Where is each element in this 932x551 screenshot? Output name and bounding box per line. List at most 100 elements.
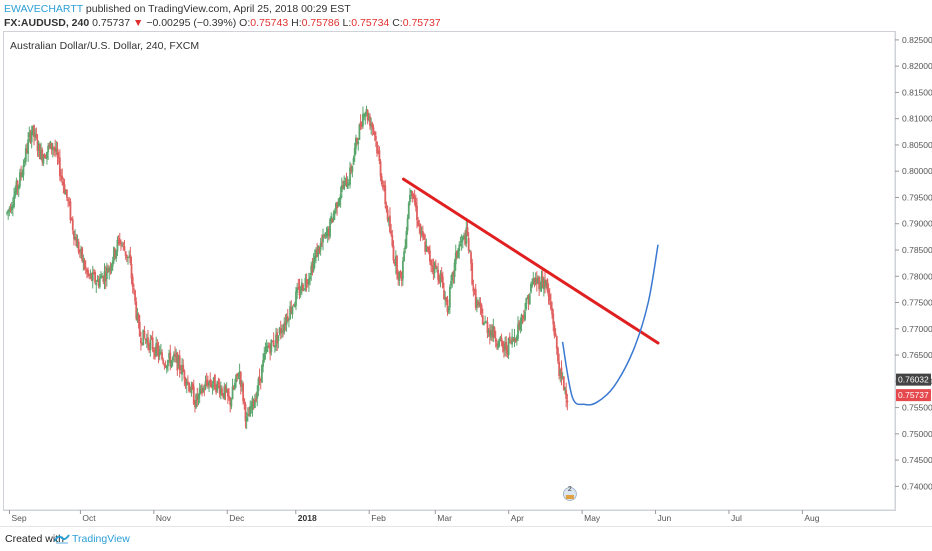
price-tag-last: 0.75737 <box>898 390 929 400</box>
candle-body <box>481 315 484 325</box>
candle-body <box>232 387 235 389</box>
candle-body <box>533 277 536 285</box>
x-tick-label: Feb <box>371 513 386 523</box>
candle-body <box>71 219 74 231</box>
price-chart[interactable]: 0.82500 0.82000 0.81500 0.81000 0.80500 0.800… <box>0 0 932 526</box>
candle-body <box>386 209 389 220</box>
candle-body <box>192 386 195 405</box>
candle-body <box>545 280 548 287</box>
candle-body <box>459 244 462 247</box>
tradingview-brand-link[interactable]: TradingView <box>72 533 130 545</box>
candle-body <box>438 277 441 283</box>
candle-body <box>472 286 475 292</box>
candle-body <box>205 379 208 383</box>
candle-body <box>135 301 138 319</box>
candle-body <box>142 329 145 346</box>
candle-body <box>6 212 8 214</box>
last-price: 0.75737 <box>92 17 131 29</box>
candle-body <box>163 365 166 367</box>
candle-body <box>327 228 330 236</box>
candle-body <box>504 343 506 350</box>
candle-body <box>385 205 388 210</box>
candle-body <box>534 278 537 283</box>
candle-body <box>448 286 451 308</box>
y-tick-label: 0.80000 <box>902 166 932 176</box>
candle-body <box>47 145 50 153</box>
x-tick-label: Jul <box>731 513 742 523</box>
candle-body <box>396 256 398 275</box>
candle-body <box>89 273 92 275</box>
chart-pane[interactable] <box>3 31 896 511</box>
candle-body <box>370 124 373 127</box>
candle-body <box>127 256 129 259</box>
candle-body <box>55 148 58 152</box>
candle-body <box>177 356 180 369</box>
candle-body <box>305 279 308 284</box>
candle-body <box>337 203 340 206</box>
candle-body <box>546 279 549 291</box>
candle-body <box>78 251 81 253</box>
candle-body <box>493 327 496 338</box>
candle-body <box>167 360 169 367</box>
candle-body <box>34 133 37 138</box>
author-link[interactable]: EWAVECHARTT <box>4 3 83 15</box>
candle-body <box>11 205 14 209</box>
candle-body <box>468 250 471 252</box>
candle-body <box>117 238 120 240</box>
candle-body <box>155 343 158 356</box>
candle-body <box>547 289 550 297</box>
candle-body <box>68 201 71 203</box>
candle-body <box>323 236 326 238</box>
event-count: 2 <box>568 486 572 493</box>
candle-body <box>344 177 347 179</box>
projection-curve <box>561 244 659 406</box>
candle-body <box>24 148 27 162</box>
x-tick-label: Jun <box>658 513 672 523</box>
candle-body <box>113 247 115 261</box>
candle-body <box>326 228 329 237</box>
candle-body <box>244 404 247 422</box>
candle-body <box>297 287 300 288</box>
candle-body <box>283 323 286 333</box>
candle-body <box>7 210 10 213</box>
candle-body <box>528 294 531 305</box>
candle-body <box>83 260 86 269</box>
candle-body <box>550 301 552 309</box>
candle-body <box>66 189 68 198</box>
candle-body <box>221 388 223 394</box>
candle-body <box>38 144 41 160</box>
candle-body <box>540 276 543 288</box>
candle-body <box>182 364 185 372</box>
candle-body <box>351 165 354 172</box>
candle-body <box>23 161 26 163</box>
candle-body <box>85 269 88 273</box>
candle-body <box>80 248 82 251</box>
candle-body <box>238 371 241 377</box>
candle-body <box>249 405 252 417</box>
candle-body <box>377 151 380 153</box>
candle-body <box>514 339 517 342</box>
candle-body <box>74 236 77 240</box>
candle-body <box>242 383 245 401</box>
candle-body <box>181 364 183 375</box>
candle-body <box>336 202 339 209</box>
candle-body <box>292 304 295 306</box>
candle-body <box>524 311 526 320</box>
candle-body <box>108 268 111 272</box>
candle-body <box>357 141 360 144</box>
candle-body <box>15 181 18 193</box>
candle-body <box>520 314 523 324</box>
candle-body <box>31 125 34 133</box>
candle-body <box>364 113 367 118</box>
candle-body <box>343 181 346 190</box>
candle-body <box>279 328 282 334</box>
candle-body <box>105 267 108 279</box>
candle-body <box>145 339 148 343</box>
candle-body <box>116 240 119 252</box>
candle-body <box>268 345 270 348</box>
candle-body <box>420 231 423 234</box>
candle-body <box>559 368 562 375</box>
candle-body <box>27 139 30 154</box>
candle-body <box>551 308 553 315</box>
candle-body <box>457 249 459 258</box>
